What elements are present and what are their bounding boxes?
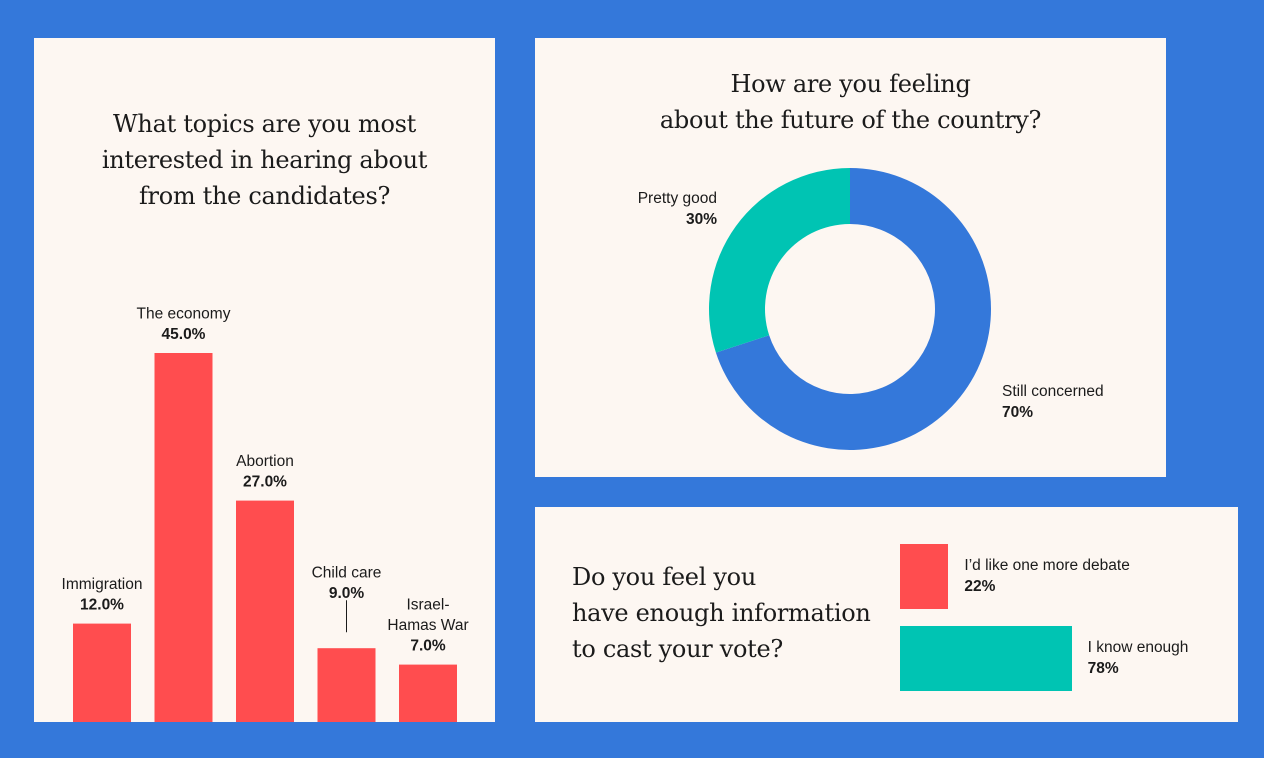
- feeling-panel: How are you feeling about the future of …: [535, 38, 1166, 477]
- bar-immigration: [73, 623, 131, 722]
- bar-category-label: The economy: [137, 306, 231, 323]
- hbar-value-label: 78%: [1087, 660, 1119, 677]
- hbar-category-label: I know enough: [1087, 639, 1189, 656]
- bar-israel-hamas-war: [399, 664, 457, 722]
- donut-slice-label: Pretty good: [638, 190, 717, 207]
- hbar-value-label: 22%: [964, 578, 996, 595]
- bar-the-economy: [154, 353, 213, 722]
- bar-category-label: Israel-: [406, 597, 449, 614]
- bar-category-label: Abortion: [236, 453, 294, 470]
- topics-title-line-2: interested in hearing about: [101, 146, 428, 174]
- hbar-know-enough: [900, 626, 1072, 691]
- feeling-donut-chart: Still concerned 70% Pretty good 30%: [638, 168, 1104, 450]
- donut-slice-value: 30%: [686, 211, 717, 228]
- bar-abortion: [236, 500, 294, 722]
- hbar-one-more-debate: [900, 544, 949, 609]
- hbar-category-label: I’d like one more debate: [964, 557, 1130, 574]
- topics-panel: What topics are you most interested in h…: [34, 38, 495, 722]
- donut-slice-pretty-good: [709, 168, 850, 353]
- bar-child-care: [317, 648, 376, 722]
- hbar-label-know-enough: I know enough 78%: [1088, 637, 1189, 679]
- feeling-title-line-1: How are you feeling: [730, 70, 971, 98]
- topics-title-line-3: from the candidates?: [138, 182, 391, 210]
- donut-slice-label: Still concerned: [1002, 383, 1104, 400]
- topics-bar-chart: 12.0% Immigration 45.0% The economy 27.0% Abo…: [62, 306, 469, 722]
- bar-value-label: 12.0%: [80, 597, 124, 614]
- topics-chart-title: What topics are you most interested in h…: [34, 106, 495, 214]
- info-panel: Do you feel you have enough information …: [535, 507, 1238, 722]
- info-chart-title: Do you feel you have enough information …: [572, 559, 871, 667]
- bar-value-label: 45.0%: [162, 326, 206, 343]
- bar-category-label: Child care: [312, 565, 382, 582]
- bar-category-label: Immigration: [62, 576, 143, 593]
- info-title-line-3: to cast your vote?: [572, 635, 783, 663]
- bar-category-label: Hamas War: [387, 617, 468, 634]
- feeling-title-line-2: about the future of the country?: [659, 106, 1042, 134]
- feeling-chart-title: How are you feeling about the future of …: [535, 66, 1166, 138]
- bar-value-label: 9.0%: [329, 585, 365, 602]
- bar-value-label: 7.0%: [410, 638, 446, 655]
- hbar-label-one-more-debate: I’d like one more debate 22%: [964, 555, 1129, 597]
- donut-slice-still-concerned: [715, 168, 991, 450]
- topics-title-line-1: What topics are you most: [113, 110, 416, 138]
- info-title-line-2: have enough information: [572, 599, 871, 627]
- info-title-line-1: Do you feel you: [572, 563, 756, 591]
- donut-slice-value: 70%: [1002, 404, 1033, 421]
- bar-value-label: 27.0%: [243, 474, 287, 491]
